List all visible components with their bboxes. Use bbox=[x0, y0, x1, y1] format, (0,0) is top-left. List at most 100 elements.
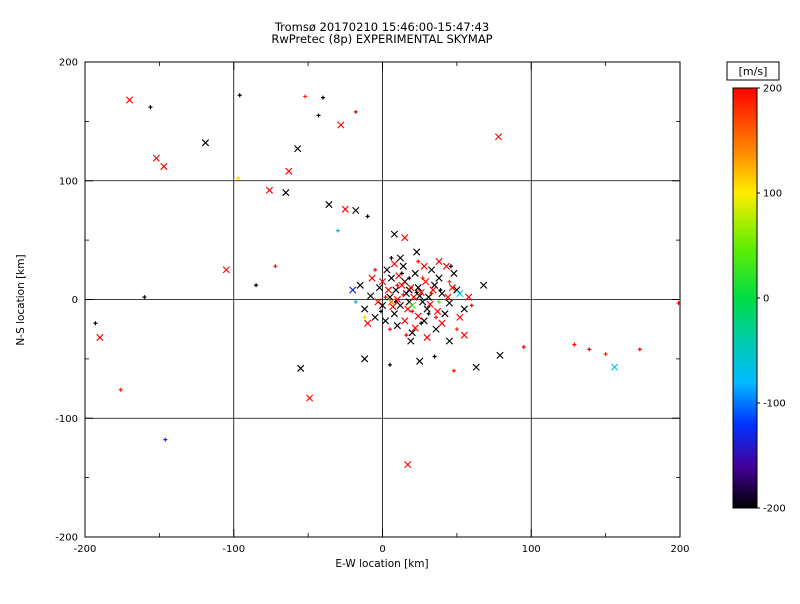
scatter-point-x bbox=[126, 96, 134, 104]
scatter-point-x bbox=[378, 301, 387, 310]
scatter-point-plus bbox=[572, 342, 577, 347]
scatter-point-x bbox=[398, 281, 406, 289]
scatter-point-x bbox=[383, 266, 391, 274]
scatter-point-x bbox=[375, 284, 384, 292]
scatter-point-x bbox=[361, 305, 369, 313]
scatter-point-x bbox=[480, 281, 488, 289]
scatter-point-plus bbox=[437, 299, 442, 304]
scatter-point-x bbox=[201, 139, 210, 147]
scatter-point-plus bbox=[393, 299, 398, 304]
y-tick-label: 200 bbox=[59, 58, 78, 69]
scatter-point-plus bbox=[236, 176, 241, 181]
scatter-point-x bbox=[416, 357, 424, 365]
plot-border bbox=[84, 61, 681, 538]
scatter-point-plus bbox=[383, 295, 388, 300]
scatter-point-plus bbox=[395, 283, 400, 288]
scatter-point-x bbox=[160, 162, 168, 171]
scatter-point-plus bbox=[420, 276, 425, 281]
plot-area: -200 -100 0 100 200 -200 -100 0 100 200 bbox=[55, 58, 689, 556]
plot-title: Tromsø 20170210 15:46:00-15:47:43 bbox=[274, 20, 489, 34]
colorbar-header: [m/s] bbox=[726, 61, 780, 81]
scatter-point-x bbox=[392, 286, 400, 294]
scatter-point-x bbox=[364, 319, 372, 327]
scatter-point-x bbox=[390, 230, 398, 238]
scatter-point-x bbox=[387, 298, 396, 306]
scatter-point-x bbox=[96, 333, 104, 342]
x-tick-label: -200 bbox=[74, 544, 97, 555]
scatter-point-plus bbox=[469, 303, 474, 308]
y-tick-label: -200 bbox=[55, 533, 78, 544]
scatter-point-plus bbox=[237, 93, 242, 98]
scatter-point-x bbox=[399, 262, 407, 270]
scatter-point-x bbox=[435, 257, 443, 266]
scatter-point-x bbox=[152, 154, 160, 162]
scatter-point-x bbox=[435, 274, 443, 282]
scatter-point-x bbox=[297, 364, 305, 372]
scatter-point-x bbox=[371, 313, 379, 321]
scatter-point-x bbox=[429, 286, 437, 294]
scatter-point-x bbox=[432, 325, 440, 333]
scatter-point-plus bbox=[321, 95, 325, 100]
scatter-point-plus bbox=[454, 327, 459, 332]
scatter-point-plus bbox=[419, 321, 424, 326]
scatter-point-x bbox=[389, 303, 397, 311]
scatter-point-plus bbox=[387, 362, 392, 367]
scatter-point-x bbox=[438, 319, 446, 327]
scatter-point-x bbox=[374, 298, 382, 306]
scatter-point-x bbox=[423, 333, 431, 342]
scatter-point-x bbox=[472, 363, 480, 371]
scatter-point-plus bbox=[399, 271, 404, 276]
scatter-point-x bbox=[417, 288, 425, 296]
scatter-point-plus bbox=[362, 315, 367, 320]
scatter-point-x bbox=[448, 284, 457, 292]
scatter-point-x bbox=[438, 289, 446, 298]
scatter-point-x bbox=[430, 281, 439, 289]
scatter-point-x bbox=[445, 299, 454, 307]
scatter-point-plus bbox=[637, 347, 642, 352]
scatter-point-x bbox=[414, 284, 422, 292]
scatter-point-x bbox=[456, 289, 464, 298]
scatter-point-plus bbox=[365, 214, 370, 219]
colorbar-ramp bbox=[733, 88, 757, 508]
scatter-point-plus bbox=[434, 315, 439, 320]
scatter-point-x bbox=[422, 278, 430, 286]
x-tick-label: 100 bbox=[522, 544, 541, 555]
scatter-point-plus bbox=[273, 264, 278, 269]
scatter-point-plus bbox=[447, 279, 452, 284]
scatter-point-x bbox=[386, 293, 394, 301]
scatter-point-x bbox=[402, 289, 410, 298]
scatter-point-plus bbox=[93, 321, 98, 326]
scatter-point-plus bbox=[118, 387, 123, 392]
colorbar-unit-label: [m/s] bbox=[739, 65, 768, 78]
scatter-point-plus bbox=[432, 354, 437, 359]
scatter-point-x bbox=[404, 460, 412, 469]
scatter-point-plus bbox=[335, 228, 340, 233]
colorbar-title-box bbox=[726, 61, 780, 81]
scatter-point-plus bbox=[438, 288, 443, 292]
scatter-point-plus bbox=[163, 437, 168, 442]
scatter-point-plus bbox=[401, 292, 406, 297]
scatter-point-plus bbox=[142, 295, 147, 300]
scatter-point-x bbox=[349, 286, 357, 294]
scatter-point-x bbox=[387, 274, 396, 282]
scatter-point-x bbox=[384, 286, 393, 294]
scatter-point-x bbox=[396, 301, 404, 310]
scatter-point-plus bbox=[451, 368, 456, 373]
scatter-point-x bbox=[414, 312, 422, 320]
scatter-point-plus bbox=[148, 105, 153, 110]
scatter-point-x bbox=[411, 269, 419, 277]
scatter-point-plus bbox=[379, 309, 384, 314]
scatter-point-x bbox=[445, 337, 454, 345]
scatter-point-x bbox=[460, 331, 468, 339]
scatter-point-x bbox=[401, 234, 409, 242]
scatter-point-x bbox=[460, 305, 468, 313]
scatter-point-x bbox=[356, 281, 364, 289]
plot-subtitle: RwPretec (8p) EXPERIMENTAL SKYMAP bbox=[271, 32, 492, 46]
scatter-point-x bbox=[393, 322, 401, 330]
scatter-point-x bbox=[341, 205, 349, 213]
scatter-point-x bbox=[407, 284, 415, 292]
scatter-point-plus bbox=[353, 109, 358, 114]
scatter-point-x bbox=[368, 274, 376, 282]
scatter-point-x bbox=[352, 206, 360, 215]
